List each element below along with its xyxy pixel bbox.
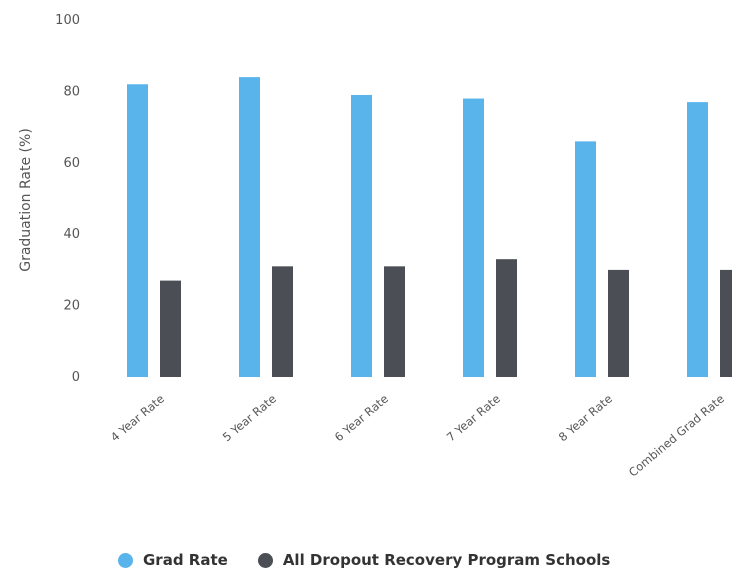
bar-dropout-recovery-3[interactable] [496,259,517,377]
x-tick-label: 6 Year Rate [332,392,391,445]
x-tick-label: 7 Year Rate [444,392,503,445]
x-tick-label: 5 Year Rate [220,392,279,445]
x-tick-label: 8 Year Rate [556,392,615,445]
y-tick-label: 80 [63,84,80,99]
y-tick-label: 20 [63,299,80,314]
y-tick-label: 0 [72,370,80,385]
y-tick-label: 40 [63,227,80,242]
legend-label-grad-rate: Grad Rate [143,551,228,569]
bar-grad-rate-4[interactable] [575,141,596,377]
bar-grad-rate-3[interactable] [463,98,484,377]
legend: Grad Rate All Dropout Recovery Program S… [118,548,610,572]
bar-dropout-recovery-5[interactable] [720,269,732,377]
bars [127,77,732,378]
bar-dropout-recovery-2[interactable] [384,266,405,377]
bar-dropout-recovery-1[interactable] [272,266,293,377]
y-tick-label: 100 [55,13,80,28]
bar-dropout-recovery-4[interactable] [608,269,629,377]
legend-item-dropout-recovery[interactable]: All Dropout Recovery Program Schools [257,551,611,569]
legend-swatch-grad-rate [118,552,133,568]
x-tick-label: 4 Year Rate [108,392,167,445]
x-tick-label: Combined Grad Rate [626,392,727,480]
bar-grad-rate-1[interactable] [239,77,260,378]
y-axis: 0 20 40 60 80 100 [55,13,80,385]
bar-dropout-recovery-0[interactable] [160,280,181,377]
bar-grad-rate-5[interactable] [687,102,708,378]
x-axis: 4 Year Rate 5 Year Rate 6 Year Rate 7 Year … [108,392,727,480]
y-axis-title: Graduation Rate (%) [18,128,34,272]
y-tick-label: 60 [63,156,80,171]
legend-item-grad-rate[interactable]: Grad Rate [118,551,228,569]
bar-grad-rate-0[interactable] [127,84,148,377]
legend-label-dropout-recovery: All Dropout Recovery Program Schools [282,551,611,569]
bar-grad-rate-2[interactable] [351,94,372,377]
legend-swatch-dropout-recovery [257,552,273,568]
